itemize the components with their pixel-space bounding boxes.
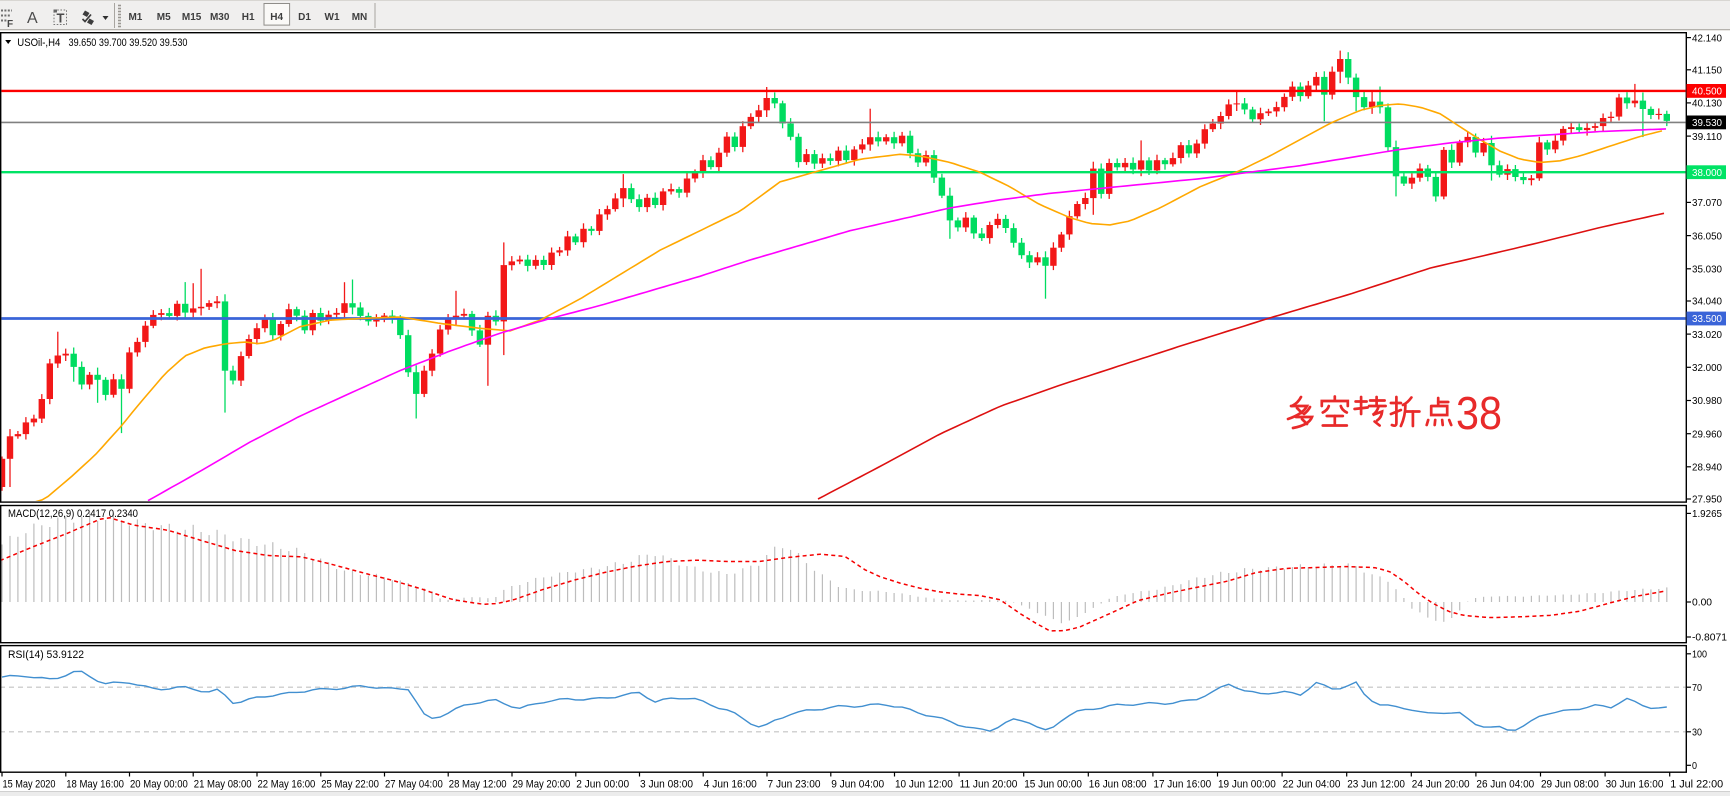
svg-text:-0.8071: -0.8071 (1692, 632, 1727, 644)
svg-text:7 Jun 23:00: 7 Jun 23:00 (768, 779, 821, 791)
svg-text:35.030: 35.030 (1692, 264, 1722, 276)
svg-text:23 Jun 12:00: 23 Jun 12:00 (1347, 779, 1405, 791)
svg-text:21 May 08:00: 21 May 08:00 (194, 779, 252, 791)
svg-text:29 Jun 08:00: 29 Jun 08:00 (1541, 779, 1599, 791)
svg-text:100: 100 (1692, 649, 1707, 661)
svg-text:10 Jun 12:00: 10 Jun 12:00 (895, 779, 953, 791)
svg-text:27.950: 27.950 (1692, 494, 1722, 506)
svg-text:1 Jul 22:00: 1 Jul 22:00 (1670, 779, 1723, 791)
svg-text:18 May 16:00: 18 May 16:00 (66, 779, 124, 791)
svg-text:0: 0 (1692, 760, 1697, 772)
svg-text:39.650 39.700 39.520 39.530: 39.650 39.700 39.520 39.530 (69, 37, 188, 49)
svg-text:T: T (57, 11, 65, 26)
svg-text:M15: M15 (182, 12, 202, 23)
svg-text:28.940: 28.940 (1692, 462, 1722, 474)
svg-text:34.040: 34.040 (1692, 296, 1722, 308)
svg-text:W1: W1 (325, 12, 340, 23)
svg-text:40.500: 40.500 (1692, 86, 1722, 98)
svg-text:9 Jun 04:00: 9 Jun 04:00 (831, 779, 884, 791)
svg-text:70: 70 (1692, 682, 1702, 694)
svg-text:16 Jun 08:00: 16 Jun 08:00 (1089, 779, 1147, 791)
svg-text:M30: M30 (210, 12, 230, 23)
svg-text:41.150: 41.150 (1692, 65, 1722, 77)
svg-text:28 May 12:00: 28 May 12:00 (449, 779, 507, 791)
svg-text:17 Jun 16:00: 17 Jun 16:00 (1153, 779, 1211, 791)
svg-text:38: 38 (1456, 387, 1502, 439)
svg-text:USOil-,H4: USOil-,H4 (17, 37, 60, 49)
svg-text:42.140: 42.140 (1692, 32, 1722, 44)
svg-text:20 May 00:00: 20 May 00:00 (130, 779, 188, 791)
svg-text:22 May 16:00: 22 May 16:00 (258, 779, 316, 791)
svg-text:33.020: 33.020 (1692, 329, 1722, 341)
svg-text:RSI(14) 53.9122: RSI(14) 53.9122 (8, 649, 84, 661)
svg-text:M1: M1 (128, 12, 142, 23)
svg-text:H4: H4 (270, 12, 283, 23)
svg-text:36.050: 36.050 (1692, 230, 1722, 242)
svg-text:30 Jun 16:00: 30 Jun 16:00 (1606, 779, 1664, 791)
svg-text:30.980: 30.980 (1692, 395, 1722, 407)
svg-text:2 Jun 00:00: 2 Jun 00:00 (576, 779, 629, 791)
svg-text:24 Jun 20:00: 24 Jun 20:00 (1412, 779, 1470, 791)
svg-text:38.000: 38.000 (1692, 167, 1722, 179)
svg-text:39.110: 39.110 (1692, 131, 1722, 143)
svg-text:37.070: 37.070 (1692, 197, 1722, 209)
svg-text:11 Jun 20:00: 11 Jun 20:00 (960, 779, 1018, 791)
svg-text:15 Jun 00:00: 15 Jun 00:00 (1024, 779, 1082, 791)
svg-text:22 Jun 04:00: 22 Jun 04:00 (1283, 779, 1341, 791)
svg-text:30: 30 (1692, 727, 1702, 739)
svg-text:H1: H1 (242, 12, 255, 23)
svg-text:40.130: 40.130 (1692, 98, 1722, 110)
svg-text:19 Jun 00:00: 19 Jun 00:00 (1218, 779, 1276, 791)
svg-text:F: F (7, 19, 13, 30)
svg-text:3 Jun 08:00: 3 Jun 08:00 (640, 779, 693, 791)
svg-text:25 May 22:00: 25 May 22:00 (321, 779, 379, 791)
svg-text:M5: M5 (157, 12, 171, 23)
svg-text:29.960: 29.960 (1692, 428, 1722, 440)
svg-text:33.500: 33.500 (1692, 313, 1722, 325)
svg-text:27 May 04:00: 27 May 04:00 (385, 779, 443, 791)
svg-text:32.000: 32.000 (1692, 362, 1722, 374)
svg-text:1.9265: 1.9265 (1692, 508, 1722, 520)
svg-text:D1: D1 (298, 12, 311, 23)
svg-text:4 Jun 16:00: 4 Jun 16:00 (704, 779, 757, 791)
svg-text:MN: MN (352, 12, 368, 23)
svg-text:26 Jun 04:00: 26 Jun 04:00 (1476, 779, 1534, 791)
svg-text:29 May 20:00: 29 May 20:00 (513, 779, 571, 791)
svg-text:39.530: 39.530 (1692, 117, 1722, 129)
svg-text:0.00: 0.00 (1692, 597, 1712, 609)
svg-text:A: A (27, 10, 38, 27)
svg-text:MACD(12,26,9) 0.2417 0.2340: MACD(12,26,9) 0.2417 0.2340 (8, 508, 138, 520)
svg-text:15 May 2020: 15 May 2020 (3, 779, 56, 791)
